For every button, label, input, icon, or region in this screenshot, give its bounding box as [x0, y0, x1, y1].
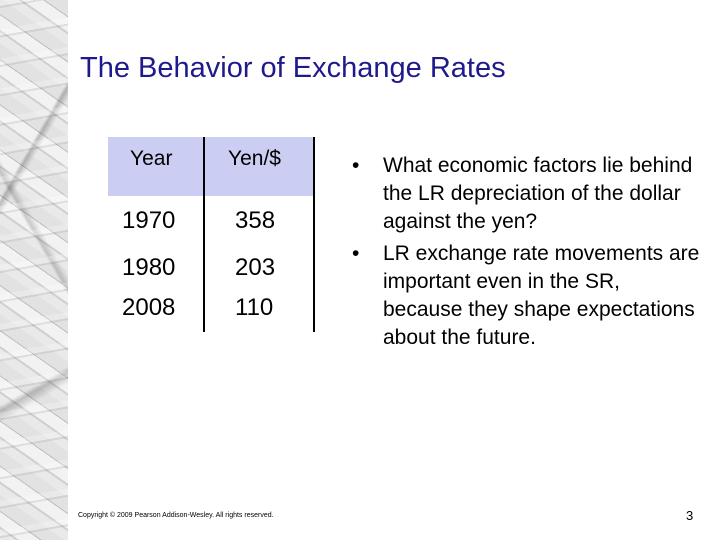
table-cell-year: 1980 — [122, 254, 176, 281]
table-header-year: Year — [130, 147, 173, 170]
table-cell-year: 2008 — [122, 294, 176, 321]
page-number: 3 — [686, 508, 694, 523]
bullet-marker: • — [352, 242, 360, 265]
table-column-divider — [203, 137, 205, 332]
table-cell-rate: 358 — [235, 207, 276, 234]
bullet-list: • What economic factors lie behind the L… — [352, 152, 702, 356]
bullet-text: What economic factors lie behind the LR … — [383, 154, 693, 233]
table-header-yen-per-dollar: Yen/$ — [228, 147, 281, 170]
bullet-text: LR exchange rate movements are important… — [383, 242, 700, 349]
bullet-marker: • — [352, 154, 360, 177]
table-cell-rate: 110 — [235, 294, 274, 321]
exchange-rate-table: Year Yen/$ 1970 358 1980 203 2008 110 — [108, 137, 315, 332]
table-right-border — [313, 137, 315, 332]
table-cell-rate: 203 — [235, 254, 276, 281]
bullet-item: • LR exchange rate movements are importa… — [352, 240, 702, 352]
table-header-band — [108, 137, 315, 196]
slide-title: The Behavior of Exchange Rates — [80, 52, 506, 84]
marble-background-strip — [0, 0, 68, 540]
bullet-item: • What economic factors lie behind the L… — [352, 152, 702, 236]
copyright-footer: Copyright © 2009 Pearson Addison-Wesley.… — [78, 512, 274, 519]
table-cell-year: 1970 — [122, 207, 176, 234]
